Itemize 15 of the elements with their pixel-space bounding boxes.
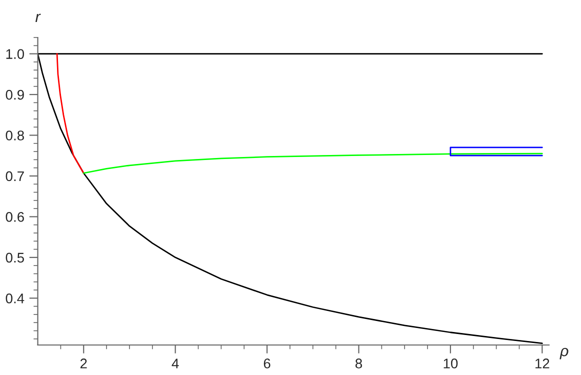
x-tick-label: 12 (536, 358, 550, 368)
x-tick-label: 4 (172, 358, 179, 368)
x-axis-title: ρ (560, 348, 568, 360)
y-tick-label: 0.5 (6, 252, 24, 263)
x-tick-label: 8 (355, 358, 362, 368)
x-tick-label: 10 (444, 358, 458, 368)
x-tick-label: 2 (80, 358, 87, 368)
y-tick-label: 0.6 (6, 212, 24, 222)
y-tick-label: 0.7 (6, 171, 24, 182)
y-axis-title: r (35, 14, 41, 22)
y-tick-label: 1.0 (6, 49, 24, 59)
y-tick-label: 0.4 (6, 293, 24, 304)
x-tick-label: 6 (264, 358, 270, 368)
y-tick-label: 0.8 (6, 130, 24, 140)
y-tick-label: 0.9 (6, 90, 24, 100)
